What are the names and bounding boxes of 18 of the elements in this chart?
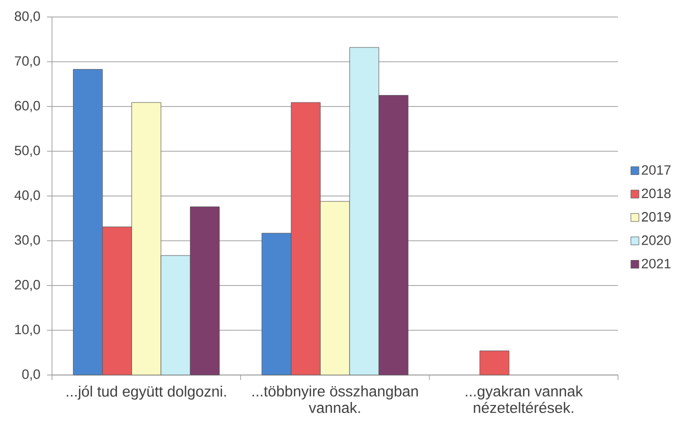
legend-label: 2019 (642, 212, 671, 222)
y-tick-label: 50,0 (14, 146, 40, 157)
bar (480, 350, 510, 376)
y-tick-label: 60,0 (14, 100, 40, 112)
legend-label: 2018 (642, 188, 671, 198)
legend-label: 2017 (642, 165, 670, 175)
legend-label: 2021 (642, 258, 671, 268)
y-tick-label: 10,0 (15, 324, 40, 336)
x-tick-label: ...jól tud együtt dolgozni. (66, 386, 226, 400)
y-tick-label: 40,0 (14, 190, 40, 202)
y-tick-label: 0,0 (22, 369, 40, 381)
y-tick-label: 80,0 (14, 11, 40, 23)
legend-label: 2020 (642, 235, 671, 245)
x-tick-label: ...többnyire összhangban vannak. (252, 386, 418, 414)
y-tick-label: 20,0 (14, 280, 40, 292)
x-tick-label: ...gyakran vannak nézeteltérések. (466, 386, 583, 414)
y-tick-label: 70,0 (14, 56, 40, 68)
y-tick-label: 30,0 (14, 235, 40, 246)
